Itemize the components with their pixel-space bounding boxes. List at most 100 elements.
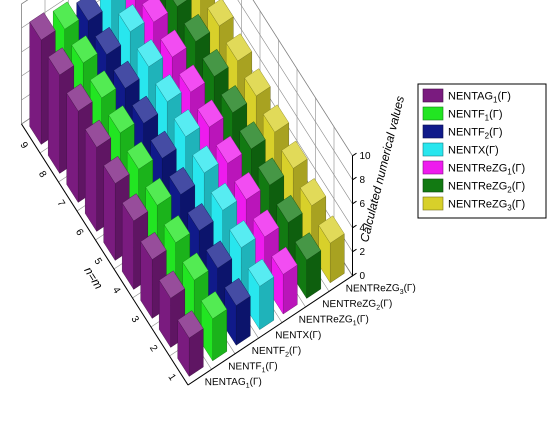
bar-top <box>205 240 233 269</box>
bar-top <box>84 119 112 148</box>
bar-top <box>182 252 209 281</box>
y-tick-mark <box>352 200 357 205</box>
legend-swatch <box>422 142 444 157</box>
bar-top <box>178 64 206 93</box>
bar-front <box>66 92 79 204</box>
series-axis-label: NENTReZG3(Γ) <box>346 283 416 297</box>
bar-top <box>172 0 188 7</box>
bar-top <box>71 35 98 64</box>
y-tick-label: 10 <box>360 151 372 162</box>
bar-top <box>252 209 280 238</box>
bar-top <box>244 68 271 97</box>
bar-front <box>29 21 42 146</box>
bar-f1-1 <box>200 291 228 362</box>
bar-top <box>215 135 243 164</box>
bar-top <box>239 121 266 150</box>
bar-top <box>168 166 196 195</box>
legend-label: NENTReZG3(Γ) <box>448 199 525 213</box>
legend-swatch <box>422 106 444 121</box>
legend-label: NENTAG1(Γ) <box>448 91 511 105</box>
series-axis-line <box>187 275 353 386</box>
legend-item-rez2: NENTReZG2(Γ) <box>422 178 525 195</box>
bar-top <box>136 39 164 68</box>
bar-top <box>47 47 75 76</box>
bar-top <box>247 258 275 287</box>
bar-top <box>229 220 256 249</box>
n-tick-label: 3 <box>129 314 142 325</box>
legend: NENTAG1(Γ) NENTF1(Γ) NENTF2(Γ) NENTX(Γ) NENT… <box>417 83 547 219</box>
n-tick-label: 5 <box>92 256 105 267</box>
bar-top <box>187 203 214 232</box>
n-tick-label: 8 <box>36 169 49 180</box>
legend-swatch <box>422 160 444 175</box>
y-tick-label: 6 <box>360 199 366 210</box>
chart-bars <box>29 0 345 378</box>
bar-top <box>281 140 308 169</box>
n-tick-label: 1 <box>166 372 179 383</box>
bar-rez2-1 <box>294 232 322 300</box>
series-axis-labels: NENTAG1(Γ) NENTF1(Γ) NENTF2(Γ) NENTX(Γ) NENT… <box>205 283 416 390</box>
legend-item-rez3: NENTReZG3(Γ) <box>422 196 525 213</box>
legend-item-rez1: NENTReZG1(Γ) <box>422 160 525 177</box>
legend-swatch <box>422 88 444 103</box>
bar-top <box>173 109 201 138</box>
bar-top <box>224 277 251 306</box>
bar-top <box>66 83 93 112</box>
series-axis-label: NENTF2(Γ) <box>252 345 302 359</box>
bar-top <box>121 193 149 222</box>
n-tick-label: 9 <box>18 140 31 151</box>
bar-top <box>103 155 130 184</box>
bar-top <box>262 104 290 133</box>
bar-top <box>89 70 117 99</box>
n-axis-label: n=m <box>81 264 106 292</box>
y-tick-mark <box>352 176 357 181</box>
bar-top <box>126 141 154 170</box>
n-tick-label: 2 <box>147 343 160 354</box>
bar-rez3-1 <box>318 215 345 284</box>
legend-item-f2: NENTF2(Γ) <box>422 124 503 141</box>
series-axis-label: NENTX(Γ) <box>275 330 321 341</box>
bar-top <box>158 270 186 299</box>
bar-top <box>299 178 327 207</box>
bar-top <box>202 48 229 77</box>
legend-label: NENTX(Γ) <box>448 145 499 157</box>
bar-top <box>160 29 187 58</box>
bar-top <box>94 26 122 55</box>
bar-top <box>257 157 285 186</box>
bar-front <box>48 56 60 175</box>
bar-f2-1 <box>224 277 251 346</box>
n-tick-label: 6 <box>73 227 86 238</box>
bar-top <box>155 74 182 103</box>
bar-top <box>145 177 172 206</box>
y-tick-mark <box>352 248 357 253</box>
y-tick-mark <box>352 224 357 229</box>
n-tick-labels: 1 2 3 4 5 6 7 8 9 <box>18 140 179 383</box>
legend-swatch <box>422 196 444 211</box>
bar-top <box>141 0 169 23</box>
bar-top <box>163 215 191 244</box>
bar-top <box>207 0 234 27</box>
bar-top <box>210 182 238 211</box>
y-tick-label: 4 <box>360 223 366 234</box>
bar-top <box>29 12 56 41</box>
y-tick-labels: 0 2 4 6 8 10 <box>360 151 372 282</box>
chart-axes <box>21 123 357 386</box>
bar-top <box>276 194 303 223</box>
series-axis-label: NENTReZG2(Γ) <box>322 298 392 312</box>
bar-top <box>52 1 80 30</box>
legend-item-ag1: NENTAG1(Γ) <box>422 88 511 105</box>
legend-swatch <box>422 178 444 193</box>
bar-top <box>225 33 253 62</box>
series-axis-label: NENTAG1(Γ) <box>205 377 262 391</box>
bar-top <box>108 105 135 134</box>
y-axis-label: Calculated numerical values <box>357 95 407 244</box>
y-tick-mark <box>352 152 357 157</box>
y-tick-label: 2 <box>360 247 366 258</box>
y-tick-label: 8 <box>360 175 366 186</box>
bar-top <box>131 95 159 124</box>
bar-top <box>318 215 345 244</box>
bar-top <box>150 130 177 159</box>
bar-rez1-1 <box>271 246 298 315</box>
legend-label: NENTF2(Γ) <box>448 127 503 141</box>
